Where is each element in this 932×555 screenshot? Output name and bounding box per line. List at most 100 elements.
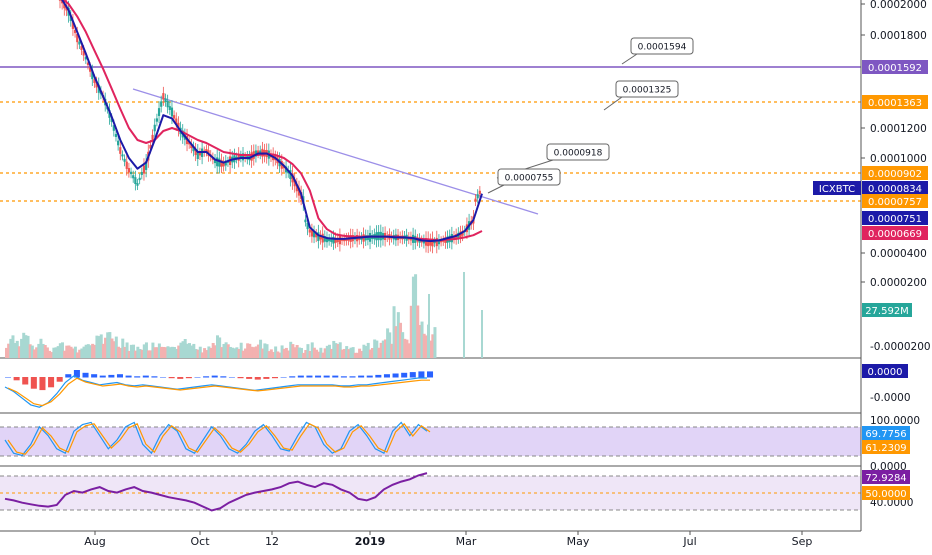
volume-bar: [166, 346, 170, 358]
candle: [424, 238, 428, 246]
volume-bar: [39, 338, 43, 358]
macd-hist: [39, 377, 46, 391]
volume-bar: [304, 350, 308, 358]
volume-bar: [35, 347, 39, 358]
volume-bar: [24, 335, 28, 358]
volume-bar: [340, 349, 344, 358]
volume-bar: [7, 343, 11, 358]
volume-bar: [424, 335, 428, 358]
volume-bar: [390, 343, 394, 358]
candle: [304, 219, 307, 223]
volume-bar: [243, 348, 247, 358]
volume-bar: [153, 347, 157, 358]
volume-bar: [67, 345, 71, 358]
candle: [145, 161, 148, 170]
volume-bar: [284, 347, 288, 358]
volume-bar: [407, 343, 411, 358]
candle: [332, 236, 335, 244]
macd-badge-label: 0.0000: [868, 367, 903, 378]
candle: [86, 62, 90, 66]
callout-pointer: [487, 184, 505, 194]
volume-bar: [362, 344, 366, 358]
volume-bar: [63, 350, 67, 358]
candle: [73, 29, 77, 34]
volume-bar: [17, 346, 21, 358]
candle: [317, 232, 320, 242]
volume-bar: [20, 338, 24, 358]
macd-hist: [185, 377, 192, 379]
stoch-badge: [862, 426, 910, 440]
volume-bar: [28, 344, 32, 358]
volume-bar: [123, 346, 127, 358]
candle: [196, 151, 199, 159]
volume-bar: [114, 336, 118, 358]
volume-bar: [399, 322, 403, 358]
candle: [198, 152, 202, 156]
volume-bar: [396, 312, 400, 358]
ema-red-line: [62, 0, 483, 242]
volume-bar: [15, 340, 19, 358]
volume-spike: [428, 294, 430, 358]
volume-bar: [323, 348, 327, 358]
candle: [450, 234, 453, 243]
macd-hist: [228, 377, 235, 378]
time-tick-label: May: [567, 535, 590, 548]
volume-bar: [280, 345, 284, 358]
macd-hist: [142, 375, 149, 378]
volume-bar: [433, 327, 437, 358]
stoch-k-line: [4, 421, 428, 457]
volume-bar: [168, 347, 172, 358]
candle: [476, 194, 479, 199]
price-badge: [862, 60, 928, 74]
volume-bar: [194, 349, 198, 358]
callout-label: 0.0001325: [623, 86, 672, 96]
macd-hist: [30, 377, 37, 389]
macd-hist: [194, 377, 201, 378]
price-badge: [862, 194, 928, 208]
volume-bar: [73, 346, 77, 358]
candle: [310, 230, 314, 237]
volume-badge-label: 27.592M: [865, 306, 909, 317]
time-tick-label: 12: [265, 535, 279, 548]
candle: [123, 158, 126, 162]
volume-bar: [207, 346, 211, 358]
candle: [338, 235, 341, 245]
time-tick-label: 2019: [355, 535, 386, 548]
macd-hist: [340, 376, 347, 378]
price-badge-label: 0.0000902: [868, 169, 922, 180]
volume-bar: [256, 344, 260, 358]
candle: [160, 101, 163, 107]
volume-bar: [209, 347, 213, 358]
volume-bar: [383, 339, 387, 358]
candle: [119, 147, 122, 154]
volume-bar: [250, 346, 254, 358]
volume-bar: [278, 352, 282, 358]
volume-bar: [11, 335, 15, 358]
volume-bar: [231, 347, 235, 358]
volume-bar: [183, 339, 187, 358]
volume-bar: [373, 339, 377, 358]
candle: [321, 233, 324, 243]
candle: [155, 118, 158, 122]
candle: [334, 237, 337, 243]
price-badge-label: 0.0001592: [868, 63, 922, 74]
candle: [121, 154, 124, 157]
candle: [136, 183, 139, 186]
candle: [330, 238, 333, 242]
candle: [91, 71, 94, 80]
volume-bar: [149, 350, 153, 358]
price-badge-label: 0.0001363: [868, 98, 922, 109]
volume-bar: [218, 337, 222, 358]
volume-bar: [306, 344, 310, 358]
volume-bar: [379, 342, 383, 358]
candle: [138, 177, 141, 181]
macd-hist: [56, 377, 63, 382]
price-badge: [862, 95, 928, 109]
volume-bar: [144, 342, 148, 358]
volume-bar: [41, 343, 45, 358]
volume-bar: [334, 343, 338, 358]
candle: [427, 238, 430, 247]
volume-bar: [160, 346, 164, 358]
candle: [213, 159, 217, 164]
candle: [325, 237, 329, 243]
